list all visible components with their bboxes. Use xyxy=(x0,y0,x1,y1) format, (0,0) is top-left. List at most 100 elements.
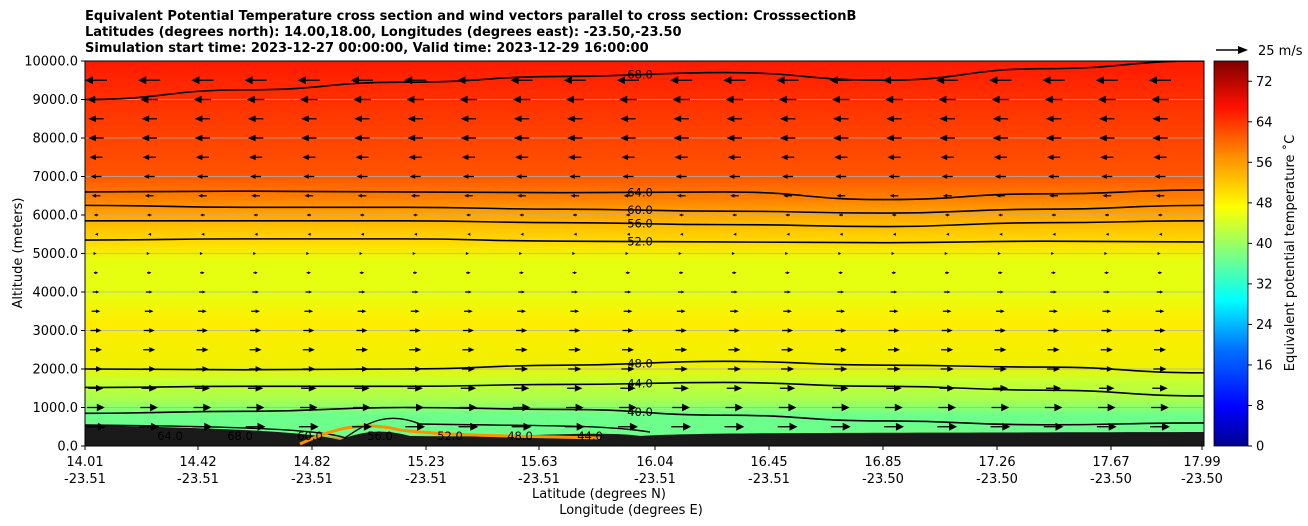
wind-arrow-head xyxy=(521,347,528,353)
wind-arrow-head xyxy=(96,309,101,314)
colorbar-tick-label: 72 xyxy=(1256,75,1273,90)
wind-arrow-head xyxy=(149,366,156,372)
wind-arrow-head xyxy=(404,76,413,85)
wind-arrow-head xyxy=(574,271,577,275)
colorbar-tick-label: 48 xyxy=(1256,196,1273,211)
wind-arrow-head xyxy=(787,290,791,294)
wind-arrow-head xyxy=(940,154,948,161)
wind-arrow-head xyxy=(948,403,956,412)
wind-arrow-head xyxy=(202,347,209,353)
wind-arrow-head xyxy=(939,115,948,123)
x-tick-label-latitude: 17.67 xyxy=(1092,455,1129,470)
wind-arrow-head xyxy=(675,174,682,179)
wind-arrow-head xyxy=(620,134,628,142)
wind-arrow-head xyxy=(785,252,789,255)
wind-arrow-head xyxy=(466,213,470,217)
wind-arrow-head xyxy=(149,309,154,314)
wind-arrow-head xyxy=(574,366,582,372)
wind-arrow-head xyxy=(144,193,150,198)
x-tick-label-longitude: -23.50 xyxy=(1181,472,1223,487)
wind-arrow-head xyxy=(840,290,845,294)
wind-arrow-head xyxy=(1053,309,1058,314)
wind-arrow-head xyxy=(468,366,475,372)
wind-arrow-head xyxy=(202,366,209,372)
wind-arrow-head xyxy=(567,115,575,123)
x-tick-label-longitude: -23.51 xyxy=(634,472,676,487)
colorbar-tick-label: 40 xyxy=(1256,237,1273,252)
wind-arrow-head xyxy=(363,422,372,431)
wind-arrow-head xyxy=(517,193,522,198)
contour-line-60 xyxy=(85,204,1204,214)
wind-arrow-head xyxy=(308,347,315,353)
y-axis-label: Altitude (meters) xyxy=(11,198,26,309)
wind-arrow-head xyxy=(1102,193,1107,198)
wind-arrow-head xyxy=(622,174,628,179)
wind-arrow-head xyxy=(992,115,1001,123)
wind-arrow-head xyxy=(1106,290,1111,294)
wind-arrow-head xyxy=(787,328,794,333)
wind-arrow-head xyxy=(415,384,423,392)
wind-arrow-head xyxy=(149,347,156,353)
wind-arrow-head xyxy=(520,271,524,275)
wind-arrow-head xyxy=(1000,384,1009,392)
wind-arrow-head xyxy=(308,366,316,372)
x-tick-label-latitude: 16.45 xyxy=(750,455,787,470)
wind-arrow-head xyxy=(788,403,797,412)
wind-arrow-head xyxy=(255,384,264,392)
wind-arrow-head xyxy=(522,403,531,412)
surface-contour-label: 64.0 xyxy=(157,429,183,443)
wind-arrow-head xyxy=(96,347,103,353)
wind-arrow-head xyxy=(776,76,785,85)
wind-arrow-head xyxy=(627,271,631,275)
wind-arrow-head xyxy=(991,95,1000,104)
wind-arrow-head xyxy=(626,232,630,236)
wind-vectors xyxy=(85,76,1171,431)
wind-arrow-head xyxy=(359,252,363,255)
wind-arrow-head xyxy=(674,154,682,161)
wind-arrow-head xyxy=(779,115,788,123)
wind-arrow-head xyxy=(939,134,948,142)
wind-arrow-head xyxy=(1052,232,1056,236)
wind-arrow-head xyxy=(1053,384,1062,392)
wind-arrow-head xyxy=(406,95,415,104)
wind-arrow-head xyxy=(141,115,150,123)
wind-arrow-head xyxy=(417,422,426,431)
wind-arrow-head xyxy=(1100,154,1107,161)
wind-arrow-head xyxy=(1000,366,1007,372)
wind-arrow-head xyxy=(415,328,421,333)
quiver-key-label: 25 m/s xyxy=(1258,44,1303,59)
wind-arrow-head xyxy=(625,213,629,217)
wind-arrow-head xyxy=(306,213,310,217)
wind-arrow-head xyxy=(998,213,1002,217)
wind-arrow-head xyxy=(574,384,583,392)
y-tick-label: 8000.0 xyxy=(33,132,79,147)
wind-arrow-head xyxy=(247,115,256,123)
wind-arrow-head xyxy=(308,309,314,314)
wind-arrow-head xyxy=(892,232,896,236)
wind-arrow-head xyxy=(733,232,737,236)
wind-arrow-head xyxy=(883,76,891,85)
wind-arrow-head xyxy=(309,403,318,412)
wind-arrow-head xyxy=(149,328,155,333)
wind-arrow-head xyxy=(521,328,528,333)
wind-arrow-head xyxy=(1107,403,1116,412)
surface-contour-band xyxy=(85,417,1204,446)
contour-labels: 68.064.060.056.052.048.044.040.064.0 68.0… xyxy=(157,68,653,443)
wind-arrow-head xyxy=(834,154,841,161)
wind-arrow-head xyxy=(891,213,895,217)
wind-arrow-head xyxy=(947,309,952,314)
colorbar xyxy=(1213,60,1249,447)
wind-arrow-head xyxy=(1160,366,1167,372)
wind-arrow-head xyxy=(889,193,894,198)
wind-arrow-head xyxy=(676,193,682,198)
wind-arrow-head xyxy=(250,174,256,179)
wind-arrow-head xyxy=(841,403,850,412)
wind-arrow-head xyxy=(467,232,471,236)
wind-arrow-head xyxy=(894,309,899,314)
wind-arrow-head xyxy=(680,271,684,275)
wind-arrow-head xyxy=(680,232,684,236)
wind-arrow-head xyxy=(519,213,523,217)
wind-arrow-head xyxy=(460,115,469,123)
wind-arrow-head xyxy=(734,328,740,333)
wind-arrow-head xyxy=(1000,290,1004,294)
